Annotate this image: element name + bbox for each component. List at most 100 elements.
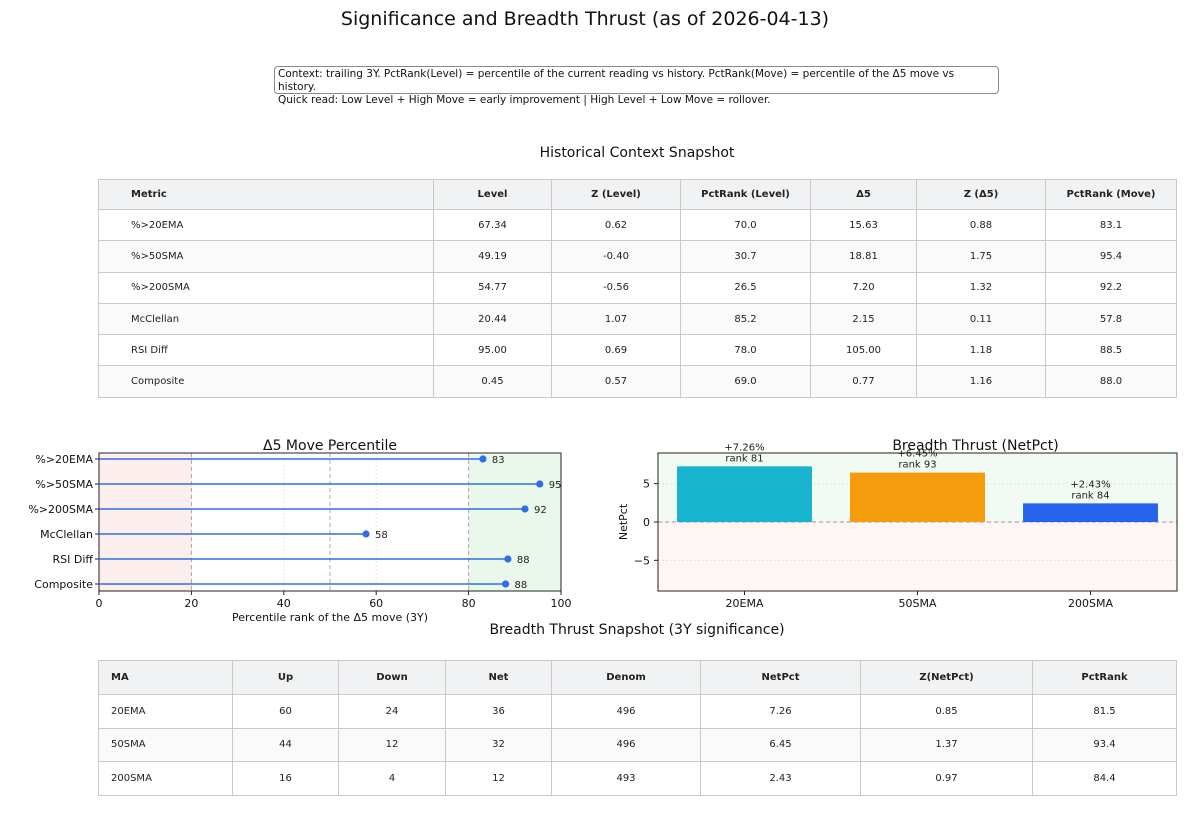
- bar-annotation: rank 93: [898, 460, 936, 471]
- context-line-1: Context: trailing 3Y. PctRank(Level) = p…: [278, 68, 955, 93]
- percentile-band: [99, 453, 192, 591]
- table-row: Composite 0.45 0.57 69.0 0.77 1.16 88.0: [98, 365, 1177, 398]
- table-cell: 0.69: [551, 334, 681, 367]
- table-cell: 7.26: [700, 694, 861, 729]
- table-cell: 2.15: [810, 302, 917, 336]
- column-header: Z(NetPct): [860, 660, 1033, 695]
- y-tick-label: 0: [643, 516, 650, 529]
- chart-title: Breadth Thrust (NetPct): [892, 438, 1058, 454]
- table-cell: 84.4: [1032, 761, 1177, 796]
- data-label: 83: [492, 455, 505, 466]
- column-header: Denom: [551, 660, 701, 695]
- table-cell: 36: [445, 694, 552, 729]
- table-cell: 26.5: [680, 271, 811, 304]
- data-label: 88: [515, 580, 528, 591]
- lollipop-dot: [362, 530, 370, 538]
- bar: [850, 472, 985, 522]
- column-header: MA: [98, 660, 233, 695]
- table-cell: 24: [338, 694, 446, 729]
- y-tick-label: −5: [634, 554, 650, 567]
- x-tick-label: 20EMA: [726, 597, 764, 610]
- table-cell: 496: [551, 694, 701, 729]
- table-row: %>20EMA 67.34 0.62 70.0 15.63 0.88 83.1: [98, 208, 1177, 242]
- table-cell: 0.57: [551, 365, 681, 398]
- table-cell: 7.20: [810, 271, 917, 304]
- column-header: Level: [433, 179, 552, 210]
- row-label-cell: RSI Diff: [98, 334, 434, 367]
- row-label-cell: %>50SMA: [98, 240, 434, 273]
- column-header: PctRank (Move): [1045, 179, 1177, 210]
- table-cell: 93.4: [1032, 727, 1177, 763]
- thrust-table-title: Breadth Thrust Snapshot (3Y significance…: [489, 622, 785, 638]
- plot-frame: [98, 452, 562, 592]
- table-cell: 1.18: [916, 334, 1046, 367]
- row-label-cell: 50SMA: [98, 727, 233, 763]
- lollipop-dot: [479, 455, 487, 463]
- row-label-cell: 20EMA: [98, 694, 233, 729]
- table-cell: 16: [232, 761, 339, 796]
- column-header: Up: [232, 660, 339, 695]
- table-cell: 1.75: [916, 240, 1046, 273]
- x-axis-label: Percentile rank of the Δ5 move (3Y): [232, 611, 428, 624]
- bar-annotation: +7.26%: [724, 442, 764, 453]
- context-line-2: Quick read: Low Level + High Move = earl…: [278, 94, 771, 106]
- data-label: 58: [375, 530, 388, 541]
- table-cell: 57.8: [1045, 302, 1177, 336]
- data-label: 95: [549, 480, 562, 491]
- table-cell: 0.45: [433, 365, 552, 398]
- y-tick-label: McClellan: [40, 528, 93, 541]
- table-row: 50SMA 44 12 32 496 6.45 1.37 93.4: [98, 727, 1177, 763]
- x-tick-label: 200SMA: [1068, 597, 1113, 610]
- bar-annotation: rank 81: [725, 453, 763, 464]
- chart-title: Δ5 Move Percentile: [263, 438, 397, 454]
- table-cell: 4: [338, 761, 446, 796]
- row-label-cell: 200SMA: [98, 761, 233, 796]
- lollipop-dot: [501, 580, 510, 588]
- table-cell: 12: [338, 727, 446, 763]
- x-tick-label: 20: [184, 597, 198, 610]
- table-cell: 32: [445, 727, 552, 763]
- table-cell: 95.4: [1045, 240, 1177, 273]
- page-title: Significance and Breadth Thrust (as of 2…: [340, 8, 830, 30]
- x-tick-label: 100: [551, 597, 572, 610]
- x-tick-label: 60: [369, 597, 383, 610]
- y-tick-label: RSI Diff: [53, 553, 94, 566]
- bar: [1023, 503, 1158, 522]
- table-cell: 69.0: [680, 365, 811, 398]
- breadth-thrust-table: MA Up Down Net Denom NetPct Z(NetPct) Pc…: [98, 660, 1177, 796]
- historical-table-title: Historical Context Snapshot: [539, 145, 735, 161]
- negative-band: [658, 522, 1177, 591]
- y-tick-label: 5: [643, 478, 650, 491]
- table-cell: 0.11: [916, 302, 1046, 336]
- column-header: Down: [338, 660, 446, 695]
- percentile-band: [468, 453, 561, 591]
- table-cell: 78.0: [680, 334, 811, 367]
- column-header: Z (Level): [551, 179, 681, 210]
- table-cell: 83.1: [1045, 208, 1177, 242]
- column-header: PctRank: [1032, 660, 1177, 695]
- table-cell: 44: [232, 727, 339, 763]
- table-cell: 15.63: [810, 208, 917, 242]
- lollipop-dot: [504, 555, 512, 563]
- table-cell: 95.00: [433, 334, 552, 367]
- table-row: %>200SMA 54.77 -0.56 26.5 7.20 1.32 92.2: [98, 271, 1177, 304]
- y-tick-label: Composite: [34, 578, 93, 591]
- historical-context-table: Metric Level Z (Level) PctRank (Level) Δ…: [98, 179, 1177, 398]
- table-row: 20EMA 60 24 36 496 7.26 0.85 81.5: [98, 694, 1177, 729]
- lollipop-dot: [521, 505, 529, 513]
- y-tick-label: %>200SMA: [28, 503, 93, 516]
- table-cell: 496: [551, 727, 701, 763]
- bar-annotation: rank 84: [1071, 490, 1109, 501]
- table-cell: 0.97: [860, 761, 1033, 796]
- table-cell: 1.07: [551, 302, 681, 336]
- row-label-cell: %>200SMA: [98, 271, 434, 304]
- column-header: Metric: [98, 179, 434, 210]
- table-cell: 0.88: [916, 208, 1046, 242]
- x-tick-label: 50SMA: [899, 597, 937, 610]
- table-cell: 70.0: [680, 208, 811, 242]
- table-cell: 105.00: [810, 334, 917, 367]
- table-cell: 12: [445, 761, 552, 796]
- table-row: 200SMA 16 4 12 493 2.43 0.97 84.4: [98, 761, 1177, 796]
- breadth-thrust-chart: +7.26%rank 81 20EMA +6.45%rank 93 50SMA +2.4…: [617, 438, 1178, 610]
- table-cell: 18.81: [810, 240, 917, 273]
